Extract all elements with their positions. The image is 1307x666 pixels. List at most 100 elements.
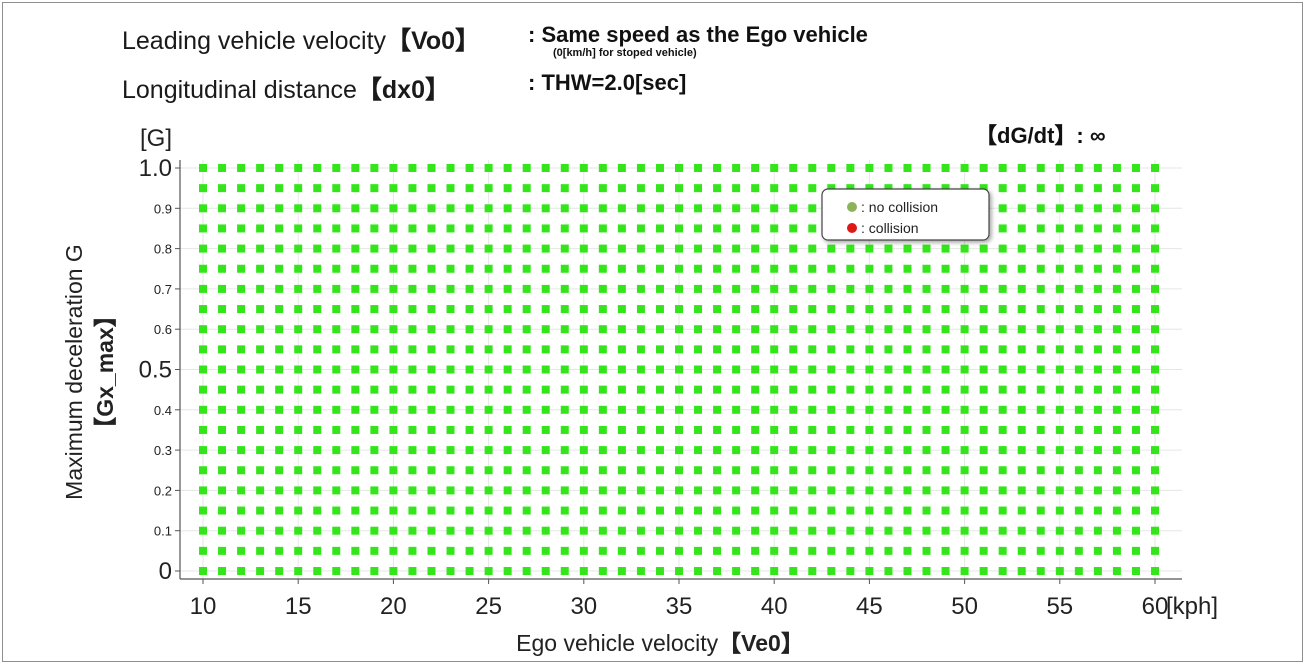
no-collision-point xyxy=(1074,224,1083,233)
no-collision-point xyxy=(789,365,798,374)
no-collision-point xyxy=(998,325,1007,334)
no-collision-point xyxy=(408,264,417,273)
no-collision-point xyxy=(941,506,950,515)
no-collision-point xyxy=(218,567,227,575)
jerk-label: 【dG/dt】: ∞ xyxy=(975,123,1106,148)
no-collision-point xyxy=(294,204,303,213)
no-collision-point xyxy=(294,546,303,555)
no-collision-point xyxy=(256,486,265,495)
no-collision-point xyxy=(789,425,798,434)
no-collision-point xyxy=(694,305,703,314)
no-collision-point xyxy=(675,567,683,575)
no-collision-point xyxy=(884,345,893,354)
no-collision-point xyxy=(1036,325,1045,334)
no-collision-point xyxy=(922,385,931,394)
no-collision-point xyxy=(732,405,741,414)
no-collision-point xyxy=(1055,425,1064,434)
no-collision-point xyxy=(846,325,855,334)
no-collision-point xyxy=(256,405,265,414)
no-collision-point xyxy=(256,244,265,253)
no-collision-point xyxy=(770,526,779,535)
no-collision-point xyxy=(560,567,569,575)
no-collision-point xyxy=(865,365,874,374)
no-collision-point xyxy=(522,567,531,575)
no-collision-point xyxy=(465,204,474,213)
x-tick-label: 50 xyxy=(951,593,978,620)
no-collision-point xyxy=(732,425,741,434)
no-collision-point xyxy=(1017,385,1026,394)
no-collision-point xyxy=(560,365,569,374)
no-collision-point xyxy=(922,567,931,575)
no-collision-point xyxy=(960,506,969,515)
no-collision-point xyxy=(1112,305,1121,314)
no-collision-point xyxy=(522,204,531,213)
no-collision-point xyxy=(408,446,417,455)
no-collision-point xyxy=(522,486,531,495)
no-collision-point xyxy=(503,446,512,455)
no-collision-point xyxy=(789,224,798,233)
no-collision-point xyxy=(675,325,683,334)
no-collision-point xyxy=(922,284,931,293)
no-collision-point xyxy=(579,305,588,314)
no-collision-point xyxy=(1017,506,1026,515)
no-collision-point xyxy=(579,365,588,374)
no-collision-point xyxy=(199,466,207,475)
no-collision-point xyxy=(998,385,1007,394)
no-collision-point xyxy=(484,486,493,495)
no-collision-point xyxy=(598,506,607,515)
no-collision-point xyxy=(1151,325,1159,334)
no-collision-point xyxy=(465,385,474,394)
no-collision-point xyxy=(351,365,360,374)
no-collision-point xyxy=(960,244,969,253)
no-collision-point xyxy=(351,224,360,233)
no-collision-point xyxy=(846,405,855,414)
no-collision-point xyxy=(503,385,512,394)
no-collision-point xyxy=(941,244,950,253)
no-collision-point xyxy=(808,284,817,293)
no-collision-point xyxy=(389,425,398,434)
no-collision-point xyxy=(522,526,531,535)
no-collision-point xyxy=(313,425,322,434)
no-collision-point xyxy=(541,184,550,193)
no-collision-point xyxy=(827,466,836,475)
no-collision-point xyxy=(408,164,417,172)
no-collision-point xyxy=(827,345,836,354)
no-collision-point xyxy=(655,264,664,273)
no-collision-point xyxy=(1036,446,1045,455)
no-collision-point xyxy=(1093,305,1102,314)
no-collision-point xyxy=(598,284,607,293)
no-collision-point xyxy=(1055,567,1064,575)
no-collision-point xyxy=(1131,506,1140,515)
no-collision-point xyxy=(503,567,512,575)
no-collision-point xyxy=(237,224,246,233)
no-collision-point xyxy=(770,244,779,253)
no-collision-point xyxy=(598,305,607,314)
no-collision-point xyxy=(827,486,836,495)
no-collision-point xyxy=(675,546,683,555)
no-collision-point xyxy=(655,164,664,172)
no-collision-point xyxy=(675,486,683,495)
no-collision-point xyxy=(694,244,703,253)
no-collision-point xyxy=(751,486,760,495)
no-collision-point xyxy=(522,405,531,414)
no-collision-point xyxy=(275,506,284,515)
no-collision-point xyxy=(865,425,874,434)
no-collision-point xyxy=(1112,466,1121,475)
no-collision-point xyxy=(1055,284,1064,293)
no-collision-point xyxy=(1093,345,1102,354)
no-collision-point xyxy=(351,184,360,193)
no-collision-point xyxy=(960,546,969,555)
no-collision-point xyxy=(579,204,588,213)
no-collision-point xyxy=(1074,405,1083,414)
leading-velocity-var: 【Vo0】 xyxy=(386,27,481,55)
no-collision-point xyxy=(522,325,531,334)
no-collision-point xyxy=(1151,567,1159,575)
no-collision-point xyxy=(256,325,265,334)
no-collision-point xyxy=(751,506,760,515)
no-collision-point xyxy=(332,486,341,495)
no-collision-point xyxy=(294,325,303,334)
no-collision-point xyxy=(1055,184,1064,193)
no-collision-point xyxy=(751,305,760,314)
no-collision-point xyxy=(446,405,455,414)
no-collision-point xyxy=(1151,345,1159,354)
